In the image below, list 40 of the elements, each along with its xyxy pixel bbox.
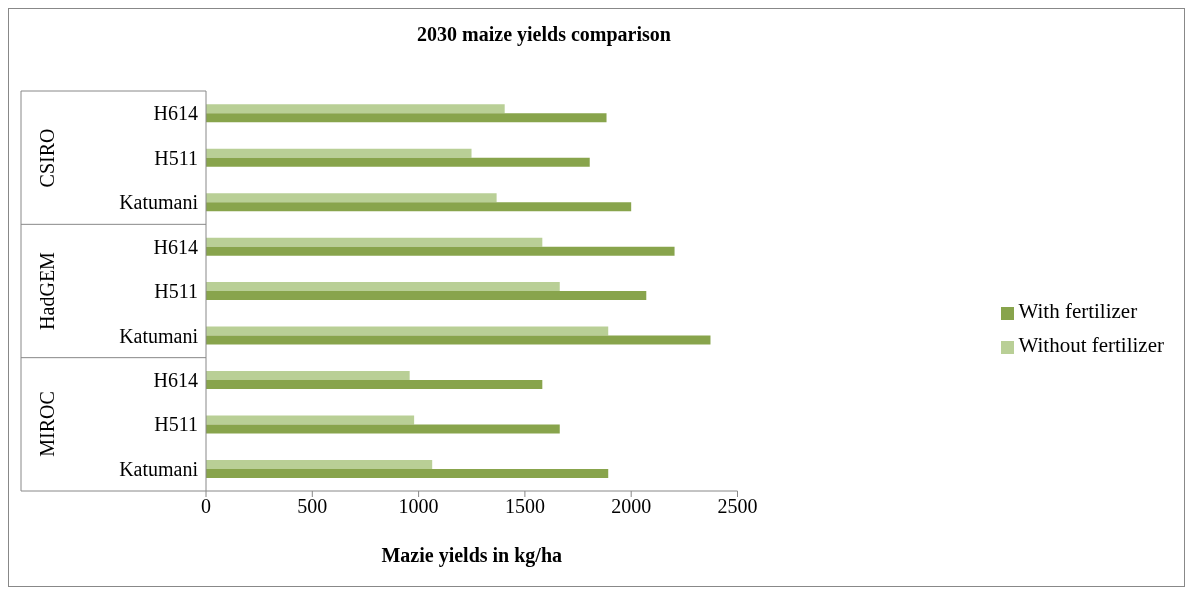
y-tick-label: Katumani [119, 191, 199, 214]
bar [206, 237, 543, 247]
bar [206, 113, 607, 123]
x-tick-label: 1000 [398, 495, 439, 518]
bar [206, 148, 472, 158]
bar [206, 104, 505, 114]
x-tick-label: 2000 [611, 495, 652, 518]
text: HadGEM [35, 252, 59, 330]
y-tick-label: H511 [154, 146, 198, 169]
y-tick-label: H511 [154, 280, 198, 303]
bar [206, 468, 609, 478]
bar [206, 335, 711, 345]
bar [206, 202, 632, 212]
bar [206, 371, 410, 380]
x-tick-label: 500 [297, 495, 328, 518]
x-tick-label: 2500 [717, 495, 758, 518]
text: CSIRO [35, 128, 59, 188]
y-tick-label: H614 [153, 102, 198, 125]
x-tick-label: 1500 [504, 495, 545, 518]
bar [206, 415, 415, 425]
bar [206, 246, 675, 256]
bar [206, 193, 497, 203]
bar [206, 326, 609, 336]
y-tick-label: H614 [153, 235, 198, 258]
x-axis-title: Mazie yields in kg/ha [381, 544, 563, 567]
bar [206, 157, 590, 167]
y-tick-label: Katumani [119, 457, 199, 480]
x-tick-label: 0 [201, 495, 211, 518]
chart-title: 2030 maize yields comparison [416, 23, 672, 46]
bar [206, 291, 647, 301]
y-tick-label: H511 [154, 413, 198, 436]
bar [206, 424, 560, 434]
y-tick-label: H614 [153, 368, 198, 391]
legend-label: With fertilizer [1018, 299, 1138, 323]
bar [206, 282, 560, 292]
y-tick-label: Katumani [119, 324, 199, 347]
bar [206, 459, 433, 469]
text: MIROC [35, 391, 59, 458]
legend-label: Without fertilizer [1018, 333, 1164, 357]
bar [206, 380, 543, 389]
